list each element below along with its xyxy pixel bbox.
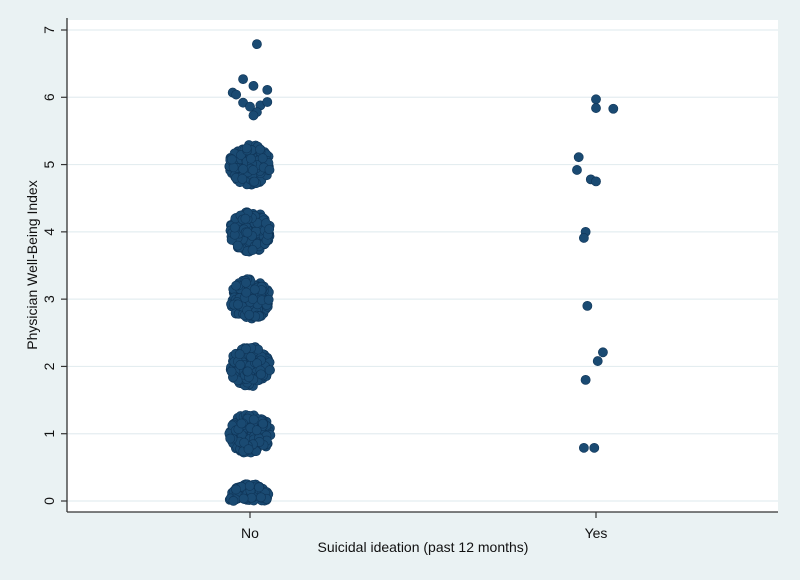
y-tick-label: 7 — [41, 26, 57, 34]
data-point-no — [248, 80, 259, 91]
data-point-no — [249, 176, 260, 187]
data-points — [224, 39, 619, 506]
y-tick-label: 0 — [41, 497, 57, 505]
data-point-no — [245, 101, 255, 112]
data-point-no — [241, 287, 252, 298]
data-point-no — [244, 480, 255, 491]
data-point-yes — [580, 374, 591, 385]
data-point-no — [246, 352, 256, 362]
data-point-no — [264, 224, 275, 235]
y-tick-label: 4 — [41, 228, 57, 236]
data-point-no — [229, 222, 240, 233]
data-point-no — [225, 433, 236, 444]
gridlines — [67, 29, 778, 502]
data-point-no — [238, 164, 248, 174]
data-point-no — [247, 245, 258, 255]
data-point-no — [263, 294, 274, 305]
data-point-no — [242, 366, 253, 377]
data-point-no — [241, 277, 251, 288]
data-point-no — [231, 89, 242, 100]
data-point-no — [241, 344, 251, 354]
x-axis-title: Suicidal ideation (past 12 months) — [318, 539, 529, 555]
data-point-no — [238, 493, 249, 504]
data-point-no — [242, 227, 253, 238]
data-point-yes — [578, 442, 589, 453]
data-point-no — [254, 482, 264, 493]
y-axis-title: Physician Well-Being Index — [24, 180, 40, 349]
data-point-no — [262, 84, 273, 95]
data-point-yes — [572, 165, 582, 175]
data-point-no — [248, 110, 259, 121]
data-point-yes — [589, 442, 600, 453]
data-point-yes — [598, 347, 608, 358]
data-point-yes — [591, 94, 601, 105]
data-point-no — [248, 165, 259, 175]
data-point-no — [231, 484, 241, 495]
data-point-no — [234, 349, 245, 360]
data-point-no — [243, 444, 254, 455]
data-point-no — [235, 360, 246, 370]
y-ticks: 0 1 2 3 4 5 6 7 — [41, 26, 67, 505]
data-point-no — [233, 299, 243, 310]
data-point-no — [247, 294, 258, 304]
data-point-yes — [573, 152, 584, 163]
data-point-no — [256, 492, 266, 503]
data-point-no — [226, 366, 237, 377]
y-tick-label: 6 — [41, 93, 57, 101]
data-point-no — [245, 153, 256, 164]
data-point-no — [258, 418, 268, 429]
data-point-yes — [582, 300, 593, 311]
data-point-no — [228, 495, 239, 506]
data-point-no — [264, 365, 275, 376]
data-point-no — [255, 144, 265, 155]
data-point-no — [262, 97, 273, 107]
data-point-no — [231, 280, 241, 291]
x-ticks: No Yes — [241, 512, 607, 541]
data-point-no — [232, 240, 243, 251]
data-point-no — [244, 309, 255, 320]
data-point-no — [264, 165, 275, 175]
y-tick-label: 5 — [41, 160, 57, 168]
data-point-yes — [591, 103, 601, 113]
data-point-no — [238, 74, 248, 85]
data-point-no — [256, 369, 266, 380]
data-point-yes — [608, 103, 619, 114]
data-point-no — [252, 39, 262, 50]
data-point-no — [249, 284, 260, 295]
x-tick-label: Yes — [585, 525, 608, 541]
data-point-no — [248, 414, 259, 425]
data-point-no — [237, 173, 248, 184]
data-point-no — [251, 425, 262, 436]
x-tick-label: No — [241, 525, 259, 541]
data-point-yes — [591, 176, 601, 187]
data-point-yes — [578, 233, 589, 243]
data-point-no — [226, 154, 237, 165]
data-point-no — [236, 418, 247, 429]
plot-area — [67, 20, 778, 512]
y-tick-label: 2 — [41, 362, 57, 370]
data-point-no — [240, 213, 251, 224]
data-point-no — [241, 143, 252, 154]
data-point-yes — [592, 356, 603, 366]
y-tick-label: 3 — [41, 295, 57, 303]
y-tick-label: 1 — [41, 430, 57, 438]
